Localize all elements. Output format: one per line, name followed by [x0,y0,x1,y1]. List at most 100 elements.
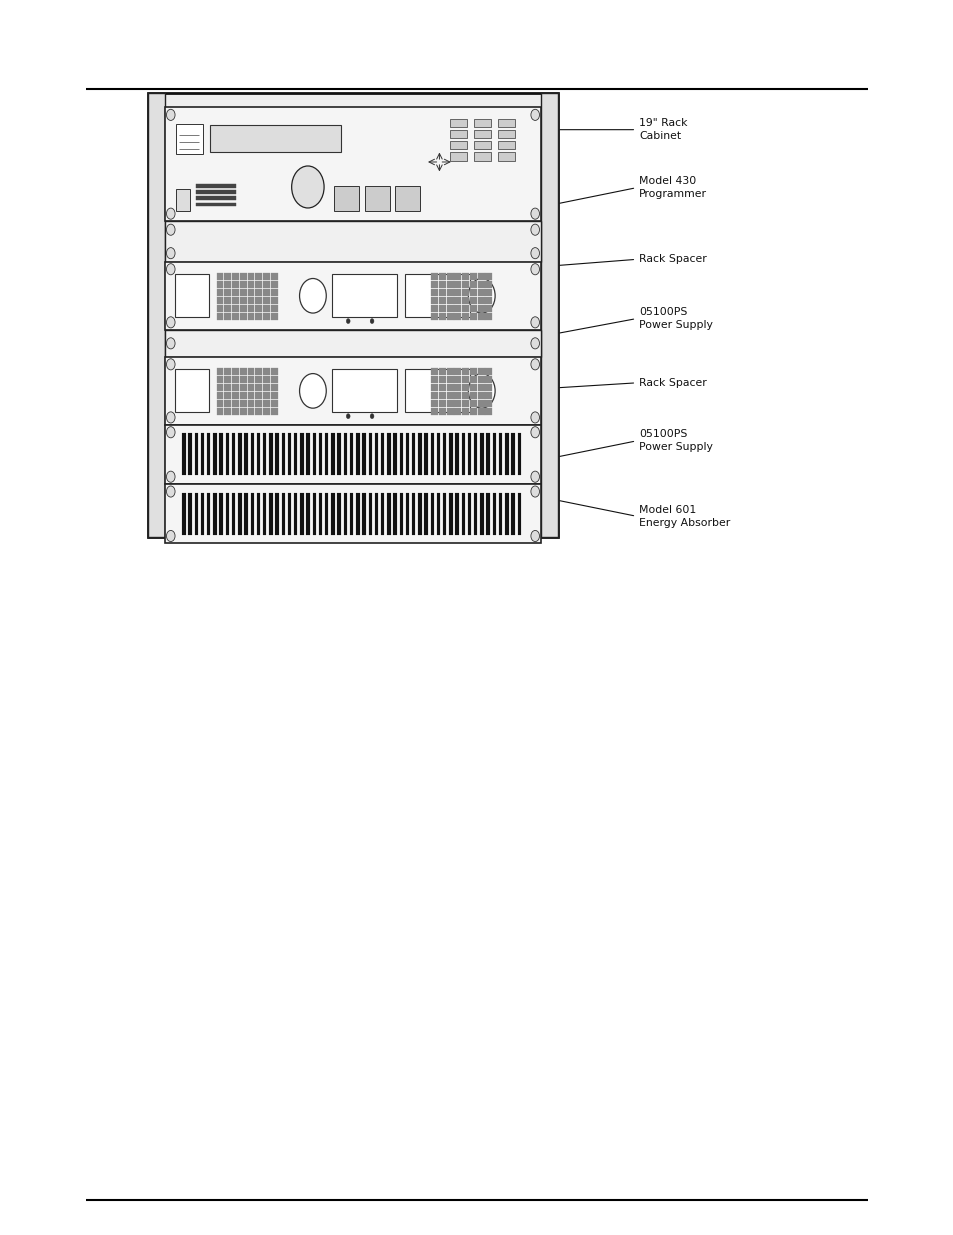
Bar [325,493,328,535]
Bar [393,493,396,535]
Bar [271,305,277,312]
Circle shape [530,487,538,498]
Bar [165,484,540,543]
Bar [446,368,453,375]
Bar [470,393,476,399]
Bar [485,305,492,312]
Bar [449,493,452,535]
Bar [454,314,460,320]
Bar [182,433,186,475]
Bar [387,493,390,535]
Bar [511,493,515,535]
Bar [477,314,484,320]
Bar [461,433,464,475]
Bar [232,409,238,415]
Bar [470,282,476,288]
Text: Model 430
Programmer: Model 430 Programmer [639,177,706,199]
Bar [224,289,231,296]
Bar [343,493,347,535]
Bar [461,393,469,399]
Circle shape [299,279,326,314]
Bar [255,409,262,415]
Bar [438,273,445,280]
Bar [331,433,335,475]
Bar [226,493,229,535]
Bar [224,273,231,280]
Bar [216,282,223,288]
Bar [431,400,437,408]
Bar [271,314,277,320]
Bar [239,273,246,280]
Circle shape [299,374,326,409]
Circle shape [166,317,174,329]
Bar [263,384,270,391]
Circle shape [530,317,538,329]
Bar [281,433,285,475]
Circle shape [530,472,538,483]
Bar [239,282,246,288]
Circle shape [166,472,174,483]
Bar [263,409,270,415]
Bar [189,433,192,475]
Bar [485,393,492,399]
Bar [405,433,409,475]
Bar [256,433,260,475]
Bar [239,400,246,408]
Bar [485,298,492,304]
Bar [477,368,484,375]
Circle shape [530,248,538,259]
Bar [395,186,419,211]
Bar [438,393,445,399]
Bar [239,377,246,383]
Bar [492,433,496,475]
Bar [271,393,277,399]
Bar [450,141,467,149]
Bar [232,433,235,475]
Bar [239,393,246,399]
Bar [412,433,415,475]
Bar [461,377,469,383]
Bar [251,433,253,475]
Bar [431,298,437,304]
Bar [239,409,246,415]
Bar [275,493,278,535]
Bar [450,119,467,127]
Bar [446,409,453,415]
Bar [176,189,190,211]
Bar [224,409,231,415]
Bar [269,433,273,475]
Bar [224,282,231,288]
Bar [430,433,434,475]
Bar [446,289,453,296]
Bar [232,377,238,383]
Bar [255,273,262,280]
Bar [454,384,460,391]
Bar [470,368,476,375]
Bar [255,377,262,383]
Bar [438,305,445,312]
Bar [470,289,476,296]
Bar [337,493,340,535]
Bar [263,273,270,280]
Bar [247,400,254,408]
Bar [405,493,409,535]
Bar [454,400,460,408]
Circle shape [530,412,538,424]
Bar [232,384,238,391]
Bar [461,400,469,408]
Bar [417,493,421,535]
Bar [263,393,270,399]
Bar [224,400,231,408]
Bar [467,433,471,475]
Bar [442,493,446,535]
Bar [195,190,235,194]
Bar [504,433,508,475]
Bar [477,409,484,415]
Bar [498,433,502,475]
Bar [485,384,492,391]
Bar [497,119,515,127]
Bar [232,298,238,304]
Bar [263,314,270,320]
Bar [375,433,377,475]
Bar [275,433,278,475]
